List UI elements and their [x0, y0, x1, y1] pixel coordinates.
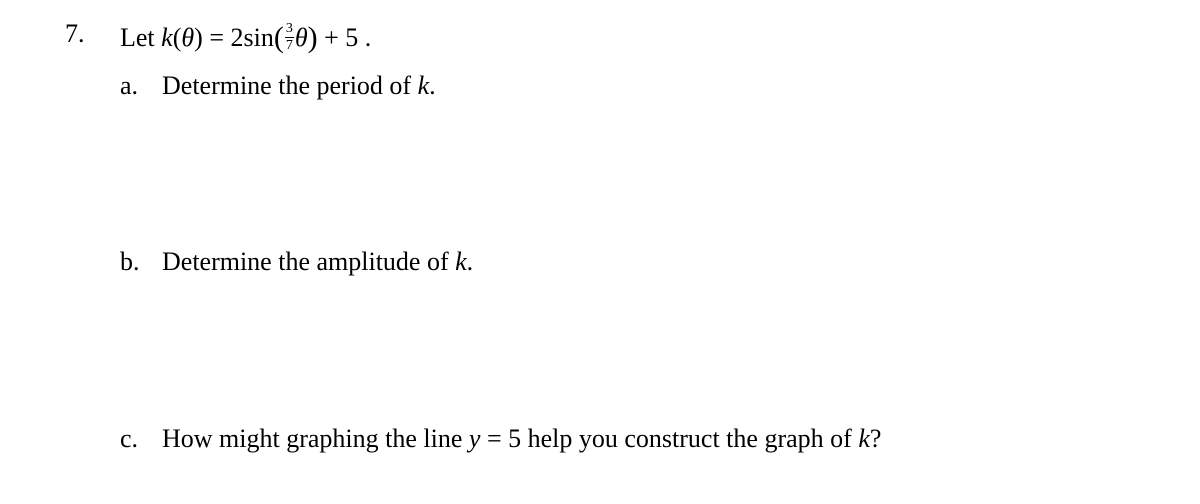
answer-gap-b [120, 281, 1160, 421]
part-c-label: c. [120, 421, 162, 457]
part-c-text: How might graphing the line y = 5 help y… [162, 421, 1160, 457]
stem-suffix: . [365, 23, 372, 52]
part-a-after: . [429, 71, 436, 100]
answer-gap-a [120, 104, 1160, 244]
problem-number: 7. [40, 16, 120, 52]
problem-stem: Let k(θ) = 2sin(37θ) + 5 . [120, 16, 1160, 58]
part-c-eq: = 5 help you construct the graph of [480, 424, 858, 453]
part-a-k: k [418, 71, 430, 100]
frac-den: 7 [285, 38, 294, 53]
big-close-paren: ) [308, 21, 318, 54]
plus-five: + 5 [318, 23, 359, 52]
problem-body: Let k(θ) = 2sin(37θ) + 5 . a. Determine … [120, 16, 1160, 457]
part-b: b. Determine the amplitude of k. [120, 244, 1160, 280]
part-b-text: Determine the amplitude of k. [162, 244, 1160, 280]
part-c-y: y [469, 424, 481, 453]
page: 7. Let k(θ) = 2sin(37θ) + 5 . a. Determi… [0, 0, 1200, 457]
part-c-k: k [858, 424, 870, 453]
part-b-after: . [467, 247, 474, 276]
part-c-t1: How might graphing the line [162, 424, 469, 453]
big-open-paren: ( [274, 21, 284, 54]
part-a-label: a. [120, 68, 162, 104]
part-a-text: Determine the period of k. [162, 68, 1160, 104]
part-c-q: ? [870, 424, 882, 453]
part-a: a. Determine the period of k. [120, 68, 1160, 104]
equals: = [203, 23, 231, 52]
part-a-before: Determine the period of [162, 71, 418, 100]
frac-num: 3 [285, 22, 294, 38]
close-paren-arg: ) [194, 23, 203, 52]
math-expression: k(θ) = 2sin(37θ) + 5 [161, 23, 365, 52]
theta-arg: θ [181, 23, 194, 52]
fn-letter: k [161, 23, 173, 52]
coef: 2 [231, 23, 244, 52]
part-b-label: b. [120, 244, 162, 280]
stem-prefix: Let [120, 23, 161, 52]
sin: sin [244, 23, 274, 52]
part-b-k: k [455, 247, 467, 276]
part-c: c. How might graphing the line y = 5 hel… [120, 421, 1160, 457]
part-b-before: Determine the amplitude of [162, 247, 455, 276]
theta-inner: θ [295, 23, 308, 52]
problem-7: 7. Let k(θ) = 2sin(37θ) + 5 . a. Determi… [40, 16, 1160, 457]
fraction-3-7: 37 [285, 22, 294, 53]
